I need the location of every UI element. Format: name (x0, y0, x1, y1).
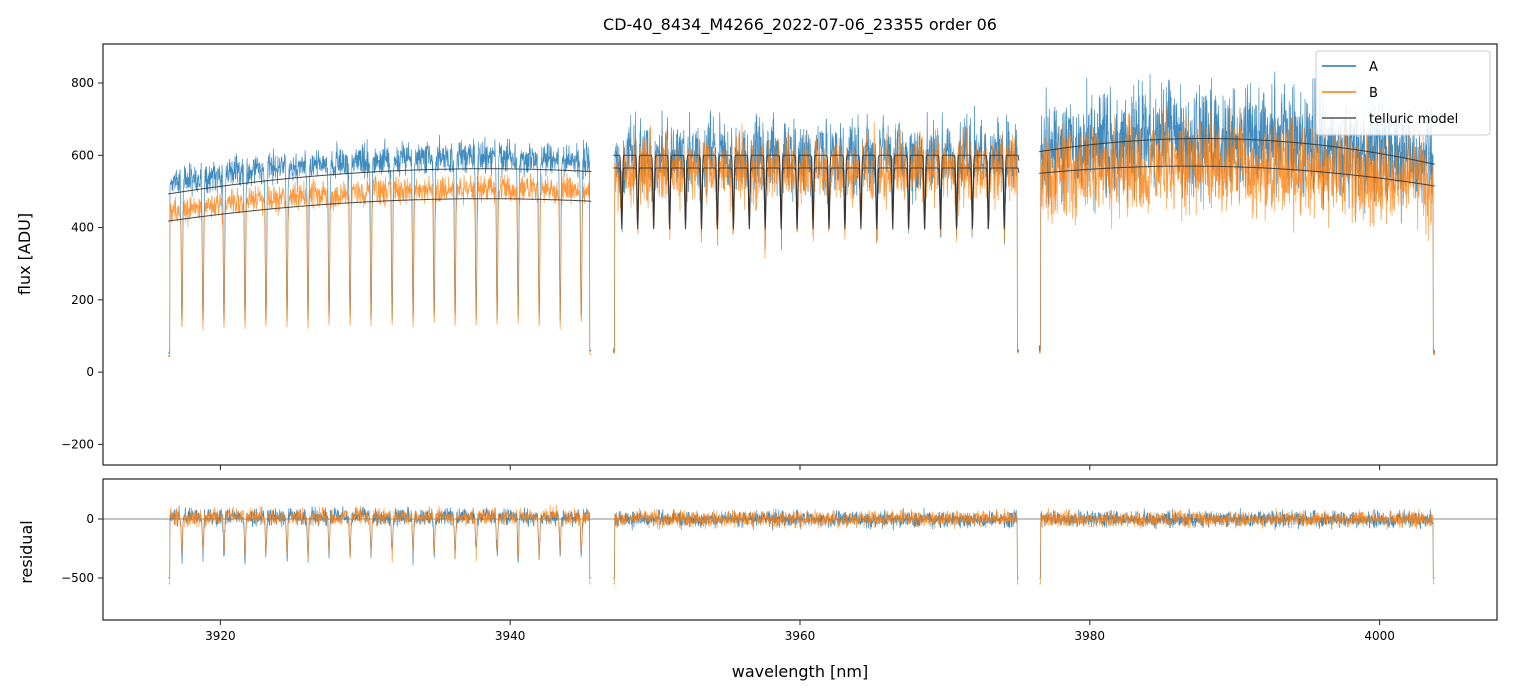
y-tick-label-top: 0 (86, 365, 94, 379)
top-axes-frame (102, 43, 1498, 466)
series-b-segment-2 (612, 121, 1020, 354)
x-tick-label: 3980 (1075, 629, 1106, 643)
series-b-segment-3 (1038, 106, 1436, 356)
bottom-axes-frame (102, 478, 1498, 621)
residual-b-segment-3 (1039, 507, 1435, 585)
y-tick-label-top: 400 (71, 221, 94, 235)
y-axis-label-bottom: residual (17, 520, 36, 583)
telluric-model-b-segment-1 (168, 198, 592, 222)
residual-b-segment-1 (168, 504, 592, 585)
legend-label-model: telluric model (1369, 112, 1458, 127)
series-b-segment-1 (167, 171, 592, 358)
chart-title: CD-40_8434_M4266_2022-07-06_23355 order … (603, 15, 997, 35)
x-tick-label: 3920 (205, 629, 236, 643)
residual-a-segment-1 (168, 505, 592, 579)
y-tick-label-top: 200 (71, 293, 94, 307)
telluric-model-b-segment-2 (613, 167, 1020, 230)
y-tick-label-bottom: −500 (61, 571, 94, 585)
y-tick-label-top: 600 (71, 148, 94, 162)
y-tick-label-top: −200 (61, 437, 94, 451)
legend: A B telluric model (1315, 50, 1491, 136)
x-tick-label: 4000 (1364, 629, 1395, 643)
legend-label-a: A (1369, 60, 1378, 75)
series-a-segment-2 (612, 105, 1020, 353)
y-tick-label-top: 800 (71, 76, 94, 90)
residual-b-segment-2 (613, 507, 1019, 585)
telluric-model-a-segment-1 (168, 168, 592, 195)
telluric-model-a-segment-2 (613, 154, 1020, 221)
y-axis-label-top: flux [ADU] (15, 213, 34, 295)
telluric-model-b-segment-3 (1038, 165, 1435, 187)
telluric-model-a-segment-3 (1038, 138, 1435, 165)
series-a-segment-1 (168, 134, 592, 356)
y-tick-label-bottom: 0 (86, 512, 94, 526)
x-tick-label: 3960 (785, 629, 816, 643)
legend-label-b: B (1369, 86, 1378, 101)
x-axis-label: wavelength [nm] (732, 662, 869, 681)
x-tick-label: 3940 (495, 629, 526, 643)
